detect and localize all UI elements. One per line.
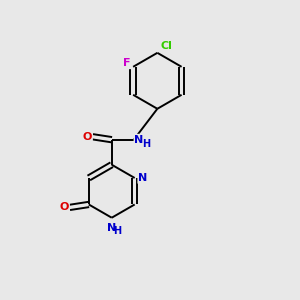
Text: O: O [82, 132, 92, 142]
Text: N: N [138, 173, 148, 183]
Text: F: F [123, 58, 130, 68]
Text: N: N [107, 223, 116, 233]
Text: H: H [113, 226, 121, 236]
Text: O: O [60, 202, 69, 212]
Text: Cl: Cl [161, 41, 173, 51]
Text: H: H [142, 139, 150, 149]
Text: N: N [134, 135, 144, 145]
